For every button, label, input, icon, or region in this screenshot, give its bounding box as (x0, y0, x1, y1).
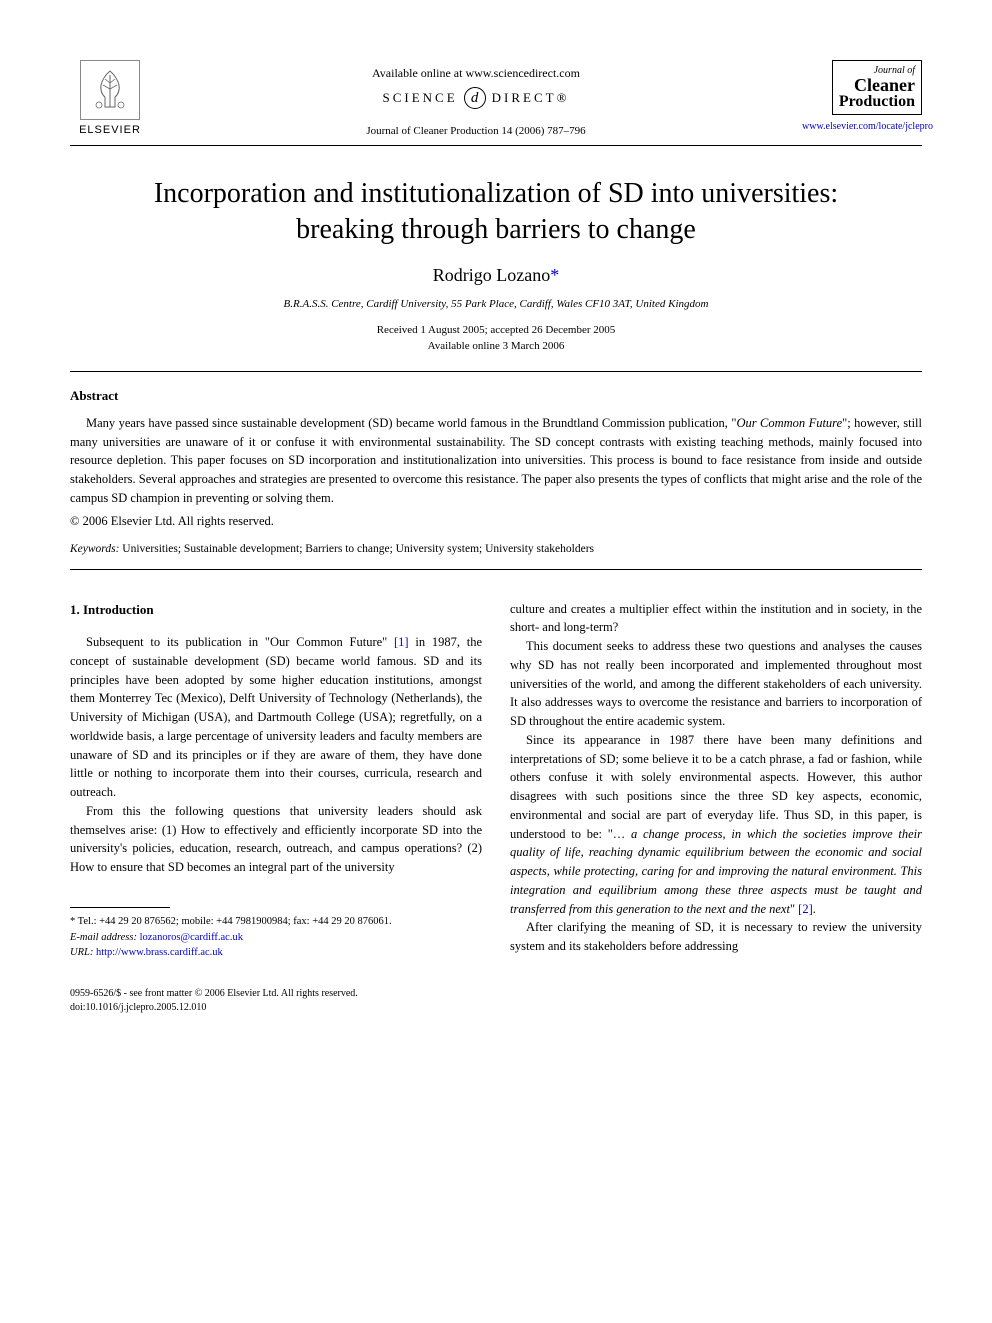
elsevier-tree-icon (80, 60, 140, 120)
url-label: URL: (70, 947, 93, 958)
footnote-contact: * Tel.: +44 29 20 876562; mobile: +44 79… (70, 914, 482, 930)
journal-name-2: Production (839, 94, 915, 110)
body-columns: 1. Introduction Subsequent to its public… (70, 600, 922, 962)
affiliation: B.R.A.S.S. Centre, Cardiff University, 5… (70, 298, 922, 310)
sciencedirect-logo: SCIENCE d DIRECT® (383, 87, 570, 109)
keywords-text: Universities; Sustainable development; B… (119, 543, 594, 555)
publisher-name: ELSEVIER (79, 124, 141, 136)
footnote-block: * Tel.: +44 29 20 876562; mobile: +44 79… (70, 914, 482, 961)
intro-para-1: Subsequent to its publication in "Our Co… (70, 633, 482, 802)
copyright: © 2006 Elsevier Ltd. All rights reserved… (70, 514, 922, 529)
abstract-heading: Abstract (70, 388, 922, 404)
journal-logo: Journal of Cleaner Production www.elsevi… (802, 60, 922, 132)
header-divider (70, 145, 922, 146)
author-line: Rodrigo Lozano* (70, 265, 922, 286)
footer-line-1: 0959-6526/$ - see front matter © 2006 El… (70, 987, 922, 1001)
abstract-part-1: Many years have passed since sustainable… (86, 416, 736, 430)
abstract-top-divider (70, 371, 922, 372)
abstract-bottom-divider (70, 569, 922, 570)
p3-text-a: Since its appearance in 1987 there have … (510, 733, 922, 841)
journal-name-1: Cleaner (839, 76, 915, 94)
p1-text-b: in 1987, the concept of sustainable deve… (70, 635, 482, 799)
right-para-1: culture and creates a multiplier effect … (510, 600, 922, 638)
keywords-label: Keywords: (70, 543, 119, 555)
footnote-separator (70, 907, 170, 908)
right-para-4: After clarifying the meaning of SD, it i… (510, 918, 922, 956)
header-row: ELSEVIER Available online at www.science… (70, 60, 922, 137)
p3-text-b: " (790, 902, 798, 916)
footnote-email-line: E-mail address: lozanoros@cardiff.ac.uk (70, 930, 482, 946)
keywords: Keywords: Universities; Sustainable deve… (70, 543, 922, 555)
available-online-text: Available online at www.sciencedirect.co… (150, 66, 802, 81)
right-para-3: Since its appearance in 1987 there have … (510, 731, 922, 919)
sd-left: SCIENCE (383, 90, 458, 106)
journal-reference: Journal of Cleaner Production 14 (2006) … (150, 125, 802, 137)
article-title: Incorporation and institutionalization o… (130, 176, 862, 249)
ref-link-1[interactable]: [1] (394, 635, 409, 649)
email-link[interactable]: lozanoros@cardiff.ac.uk (140, 932, 243, 943)
ref-link-2[interactable]: [2] (798, 902, 813, 916)
right-column: culture and creates a multiplier effect … (510, 600, 922, 962)
received-date: Received 1 August 2005; accepted 26 Dece… (70, 322, 922, 339)
left-column: 1. Introduction Subsequent to its public… (70, 600, 482, 962)
section-1-heading: 1. Introduction (70, 600, 482, 620)
p1-text-a: Subsequent to its publication in "Our Co… (86, 635, 394, 649)
footnote-url-line: URL: http://www.brass.cardiff.ac.uk (70, 945, 482, 961)
sd-right: DIRECT® (492, 90, 570, 106)
abstract-italic: Our Common Future (736, 416, 842, 430)
author-name: Rodrigo Lozano (433, 265, 550, 285)
article-dates: Received 1 August 2005; accepted 26 Dece… (70, 322, 922, 355)
header-center: Available online at www.sciencedirect.co… (150, 60, 802, 137)
footnote-tel: Tel.: +44 29 20 876562; mobile: +44 7981… (75, 916, 391, 927)
right-para-2: This document seeks to address these two… (510, 637, 922, 731)
url-link[interactable]: http://www.brass.cardiff.ac.uk (96, 947, 223, 958)
journal-url-link[interactable]: www.elsevier.com/locate/jclepro (802, 121, 922, 132)
author-corresponding-marker[interactable]: * (550, 265, 559, 285)
footer-line-2: doi:10.1016/j.jclepro.2005.12.010 (70, 1001, 922, 1015)
abstract-text: Many years have passed since sustainable… (70, 414, 922, 508)
online-date: Available online 3 March 2006 (70, 338, 922, 355)
p3-text-c: . (813, 902, 816, 916)
footer: 0959-6526/$ - see front matter © 2006 El… (70, 987, 922, 1015)
email-label: E-mail address: (70, 932, 137, 943)
publisher-logo: ELSEVIER (70, 60, 150, 136)
intro-para-2: From this the following questions that u… (70, 802, 482, 877)
journal-logo-box: Journal of Cleaner Production (832, 60, 922, 115)
sd-symbol-icon: d (464, 87, 486, 109)
